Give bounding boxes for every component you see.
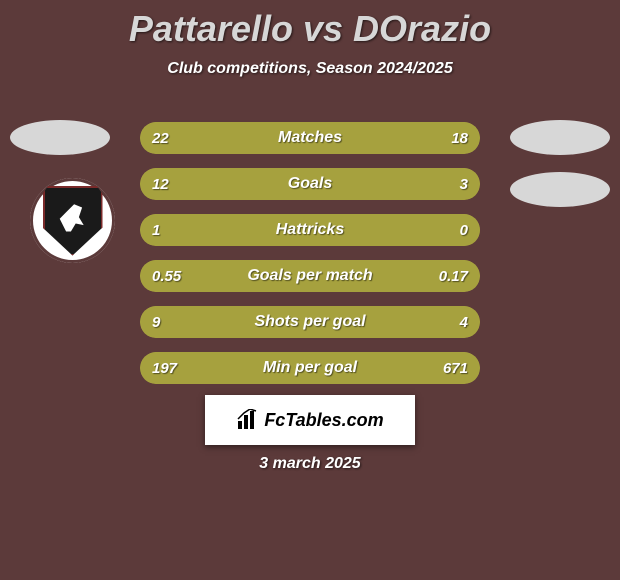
- stat-row: 0.55 Goals per match 0.17: [140, 260, 480, 292]
- stat-label: Matches: [140, 122, 480, 154]
- brand-chart-icon: [236, 409, 258, 431]
- player2-avatar-placeholder: [510, 120, 610, 155]
- comparison-title: Pattarello vs DOrazio: [0, 0, 620, 50]
- stat-label: Shots per goal: [140, 306, 480, 338]
- stat-row: 9 Shots per goal 4: [140, 306, 480, 338]
- subtitle: Club competitions, Season 2024/2025: [0, 60, 620, 78]
- stat-right-value: 3: [460, 168, 468, 200]
- player2-club-placeholder: [510, 172, 610, 207]
- player2-name: DOrazio: [353, 8, 491, 49]
- stat-right-value: 0: [460, 214, 468, 246]
- stat-row: 22 Matches 18: [140, 122, 480, 154]
- stat-right-value: 671: [443, 352, 468, 384]
- player1-avatar-placeholder: [10, 120, 110, 155]
- vs-text: vs: [303, 8, 343, 49]
- stat-label: Hattricks: [140, 214, 480, 246]
- club-shield-icon: [43, 186, 103, 256]
- stat-right-value: 4: [460, 306, 468, 338]
- stat-row: 1 Hattricks 0: [140, 214, 480, 246]
- brand-text: FcTables.com: [264, 410, 383, 431]
- stat-label: Goals: [140, 168, 480, 200]
- stat-label: Min per goal: [140, 352, 480, 384]
- date-label: 3 march 2025: [0, 455, 620, 473]
- stats-bars-container: 22 Matches 18 12 Goals 3 1 Hattricks 0 0…: [140, 122, 480, 398]
- stat-row: 197 Min per goal 671: [140, 352, 480, 384]
- brand-badge[interactable]: FcTables.com: [205, 395, 415, 445]
- stat-label: Goals per match: [140, 260, 480, 292]
- stat-right-value: 0.17: [439, 260, 468, 292]
- stat-row: 12 Goals 3: [140, 168, 480, 200]
- player1-club-crest: [30, 178, 115, 263]
- stat-right-value: 18: [451, 122, 468, 154]
- player1-name: Pattarello: [129, 8, 293, 49]
